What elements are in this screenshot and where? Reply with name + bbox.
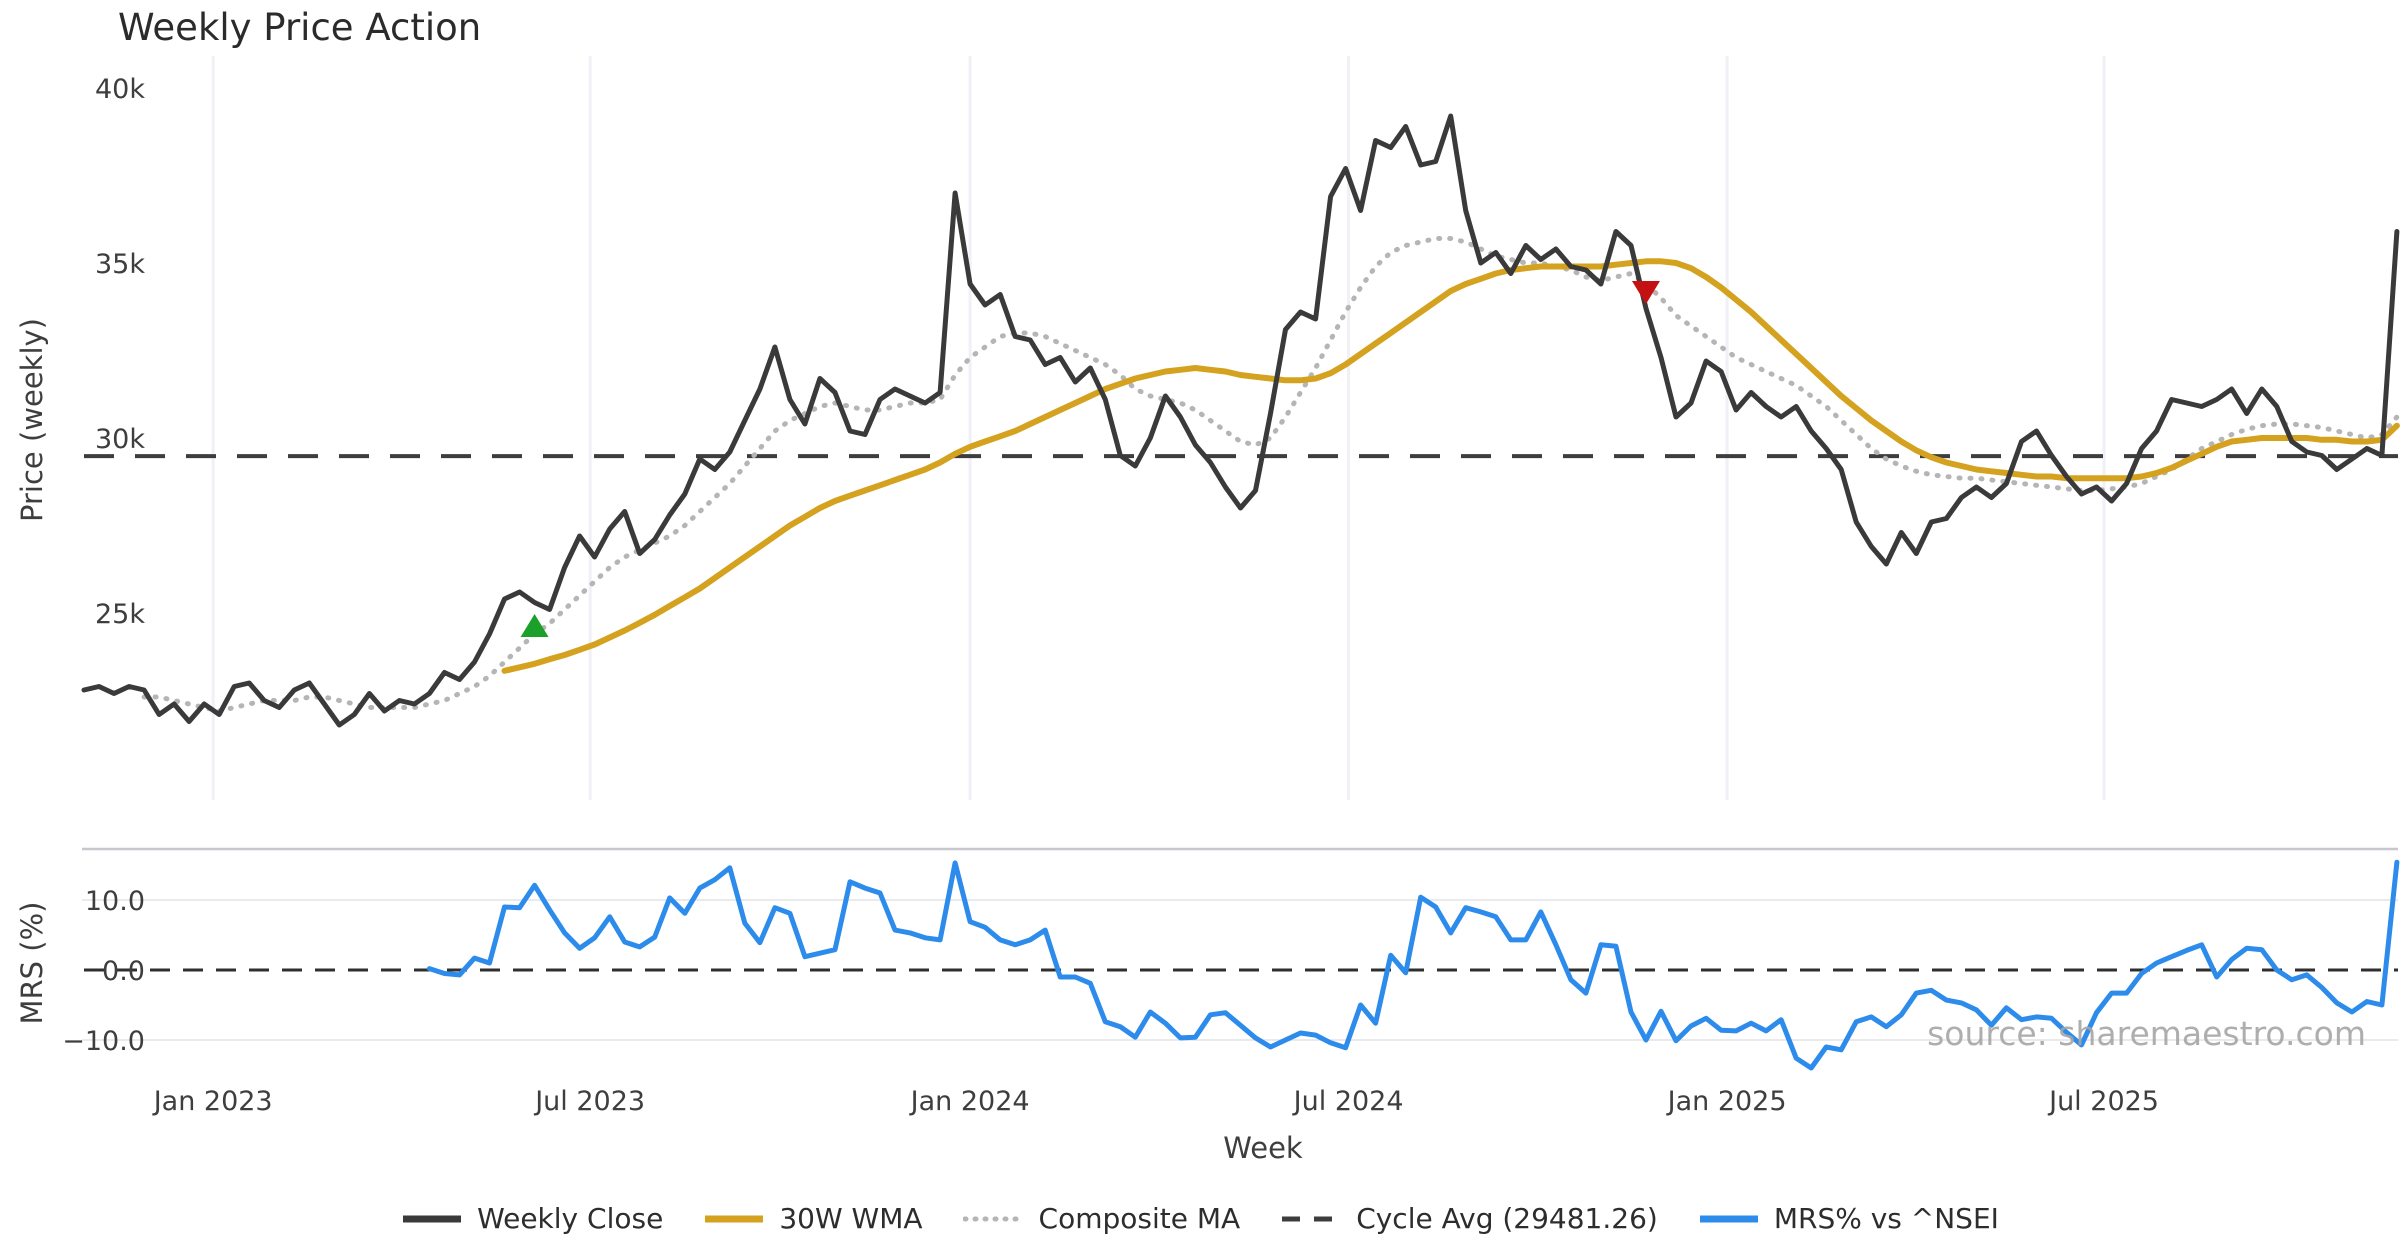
legend-swatch-wma	[705, 1215, 764, 1222]
mrs-tick-label: −10.0	[62, 1026, 145, 1057]
mrs-tick-label: 0.0	[102, 956, 145, 987]
x-tick-label: Jul 2025	[2047, 1086, 2159, 1117]
chart-legend: Weekly Close 30W WMA Composite MA Cycle Avg…	[0, 1202, 2400, 1235]
legend-swatch-mrs	[1699, 1215, 1758, 1222]
price-tick-label: 35k	[95, 249, 145, 280]
mrs-tick-label: 10.0	[85, 886, 145, 917]
price-tick-label: 30k	[95, 424, 145, 455]
legend-item-cycle_avg[interactable]: Cycle Avg (29481.26)	[1280, 1202, 1658, 1235]
x-tick-label: Jan 2025	[1666, 1086, 1787, 1117]
price-tick-label: 25k	[95, 599, 145, 630]
legend-swatch-composite	[962, 1216, 1025, 1221]
x-tick-label: Jul 2024	[1292, 1086, 1404, 1117]
week-axis-title: Week	[1223, 1131, 1303, 1165]
price-tick-label: 40k	[95, 74, 145, 105]
buy-signal-marker	[520, 614, 549, 637]
price-axis-title: Price (weekly)	[15, 317, 49, 523]
series-close	[81, 113, 2400, 728]
legend-swatch-close	[403, 1215, 462, 1222]
series-mrs	[426, 859, 2400, 1071]
page-title: Weekly Price Action	[118, 6, 482, 49]
legend-item-composite[interactable]: Composite MA	[962, 1202, 1241, 1235]
legend-item-close[interactable]: Weekly Close	[401, 1202, 663, 1235]
legend-item-wma[interactable]: 30W WMA	[703, 1202, 923, 1235]
sell-signal-marker	[1631, 281, 1660, 304]
legend-label: MRS% vs ^NSEI	[1773, 1202, 1999, 1235]
x-tick-label: Jan 2024	[909, 1086, 1030, 1117]
legend-label: 30W WMA	[779, 1202, 923, 1235]
legend-swatch-cycle_avg	[1282, 1216, 1341, 1221]
mrs-axis-title: MRS (%)	[15, 901, 49, 1025]
series-wma	[501, 258, 2400, 674]
legend-item-mrs[interactable]: MRS% vs ^NSEI	[1698, 1202, 1999, 1235]
legend-label: Composite MA	[1038, 1202, 1241, 1235]
x-tick-label: Jan 2023	[152, 1086, 273, 1117]
legend-label: Cycle Avg (29481.26)	[1356, 1202, 1658, 1235]
x-tick-label: Jul 2023	[533, 1086, 645, 1117]
legend-label: Weekly Close	[477, 1202, 664, 1235]
series-composite	[141, 236, 2400, 714]
watermark: source: sharemaestro.com	[1927, 1014, 2366, 1053]
